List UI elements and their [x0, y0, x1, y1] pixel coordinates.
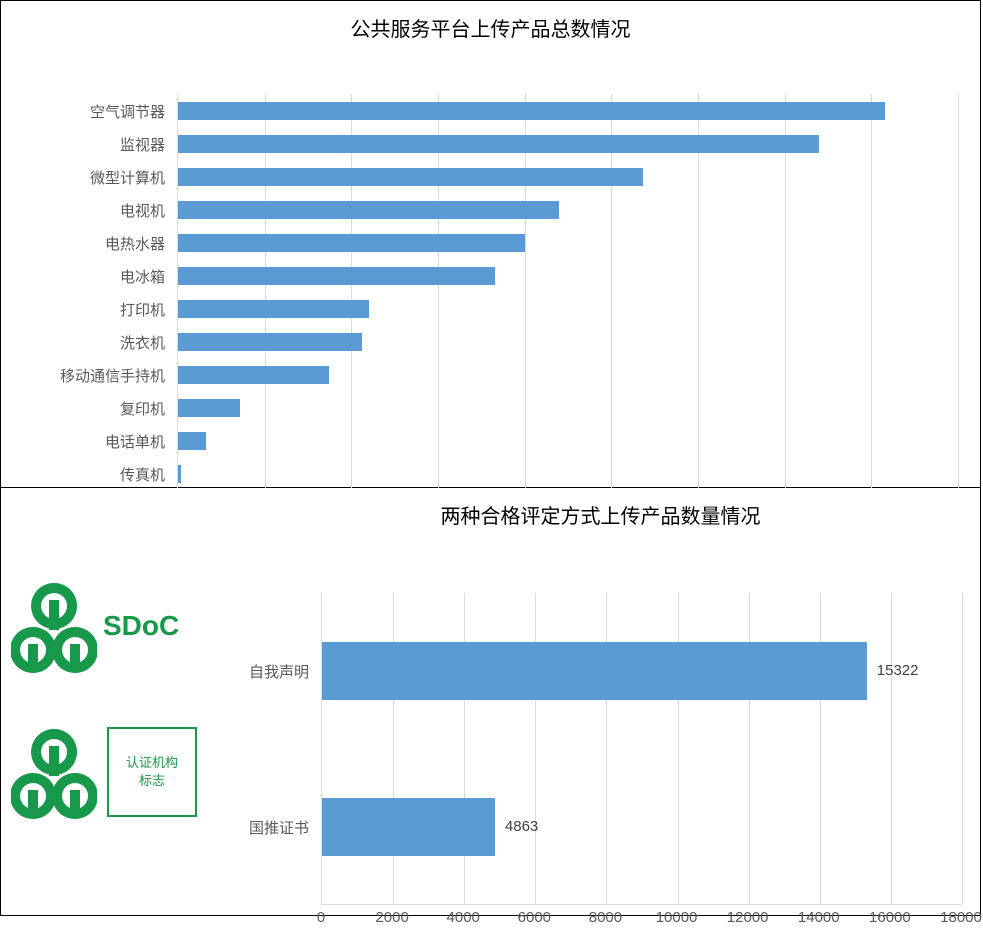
chart1-y-label: 微型计算机: [90, 167, 165, 188]
chart2-gridline: [535, 593, 536, 904]
chart1-gridline: [351, 94, 352, 489]
chart1-y-label: 空气调节器: [90, 101, 165, 122]
chart2-x-ticks: 0200040006000800010000120001400016000180…: [321, 909, 961, 929]
chart2-gridline: [749, 593, 750, 904]
chart2-gridline: [820, 593, 821, 904]
chart2-panel: 两种合格评定方式上传产品数量情况 SDoC: [0, 488, 981, 916]
chart1-y-label: 打印机: [120, 299, 165, 320]
cert-box-label: 认证机构标志: [107, 727, 197, 817]
chart1-gridline: [785, 94, 786, 489]
chart1-gridline: [698, 94, 699, 489]
chart1-bar: [178, 135, 819, 153]
chart1-y-label: 移动通信手持机: [60, 365, 165, 386]
chart1-gridline: [958, 94, 959, 489]
chart2-y-labels: 自我声明国推证书: [225, 593, 315, 905]
chart2-logo-column: SDoC 认证机构标志: [11, 578, 221, 870]
chart1-gridline: [438, 94, 439, 489]
chart1-gridline: [265, 94, 266, 489]
chart1-plot: [177, 94, 957, 490]
chart2-gridline: [891, 593, 892, 904]
chart2-title: 两种合格评定方式上传产品数量情况: [1, 488, 980, 533]
chart1-bar: [178, 102, 885, 120]
chart1-bar: [178, 399, 240, 417]
chart2-y-label: 国推证书: [249, 817, 309, 838]
chart1-y-label: 传真机: [120, 464, 165, 485]
chart2-gridline: [464, 593, 465, 904]
cgp-logo-icon: [11, 578, 97, 674]
cert-logo-block: 认证机构标志: [11, 724, 221, 820]
chart1-y-labels: 空气调节器监视器微型计算机电视机电热水器电冰箱打印机洗衣机移动通信手持机复印机电…: [1, 94, 171, 490]
chart1-bar: [178, 465, 181, 483]
chart2-y-label: 自我声明: [249, 661, 309, 682]
chart1-y-label: 电视机: [120, 200, 165, 221]
chart2-bar: [322, 798, 495, 856]
chart2-gridline: [606, 593, 607, 904]
chart1-panel: 公共服务平台上传产品总数情况 空气调节器监视器微型计算机电视机电热水器电冰箱打印…: [0, 0, 981, 488]
chart2-bar: [322, 642, 867, 700]
chart2-plot: 15322 4863: [321, 593, 961, 905]
chart1-bar: [178, 234, 525, 252]
chart1-gridline: [525, 94, 526, 489]
chart1-bar: [178, 366, 329, 384]
chart1-gridline: [611, 94, 612, 489]
sdoc-logo-block: SDoC: [11, 578, 221, 674]
chart2-bar-value-label: 15322: [877, 662, 919, 679]
chart1-bar: [178, 432, 206, 450]
cgp-logo-icon: [11, 724, 97, 820]
chart1-title: 公共服务平台上传产品总数情况: [1, 1, 980, 46]
chart1-y-label: 洗衣机: [120, 332, 165, 353]
chart1-bar: [178, 333, 362, 351]
chart1-y-label: 复印机: [120, 398, 165, 419]
chart1-y-label: 电热水器: [105, 233, 165, 254]
chart1-y-label: 监视器: [120, 134, 165, 155]
chart2-gridline: [393, 593, 394, 904]
chart1-bar: [178, 201, 559, 219]
chart1-y-label: 电话单机: [105, 431, 165, 452]
chart2-bar-value-label: 4863: [505, 818, 538, 835]
chart1-bar: [178, 168, 643, 186]
chart1-bar: [178, 267, 495, 285]
chart1-y-label: 电冰箱: [120, 266, 165, 287]
chart1-bar: [178, 300, 369, 318]
sdoc-label: SDoC: [103, 610, 179, 642]
chart2-gridline: [962, 593, 963, 904]
chart1-gridline: [871, 94, 872, 489]
chart2-gridline: [678, 593, 679, 904]
